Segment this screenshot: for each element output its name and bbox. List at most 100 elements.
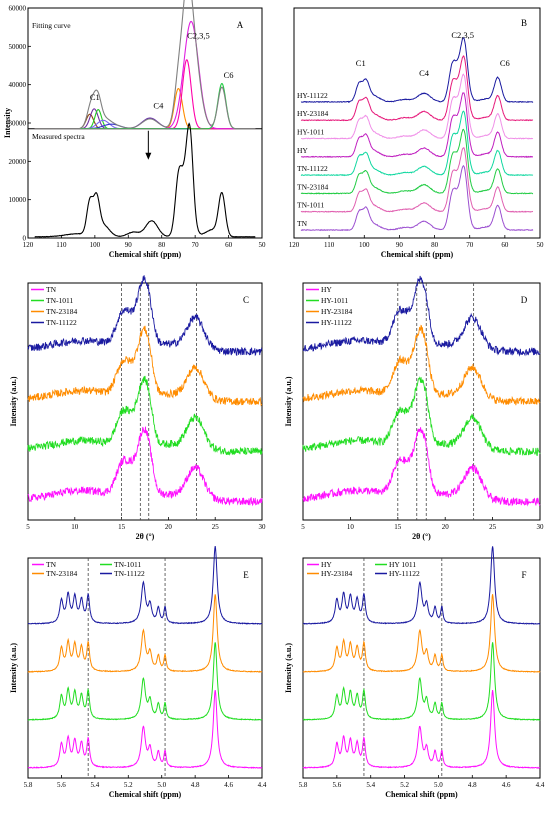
series-line — [300, 128, 534, 195]
panel-c: 5 10 15 20 25 30 2θ (°) Intensity (a.u.) TN TN-10… — [9, 275, 266, 541]
panel-label: F — [521, 570, 526, 580]
x-tick-label: 100 — [359, 241, 370, 249]
fit-sum-line — [34, 0, 256, 130]
series-line — [300, 55, 534, 122]
series-label: HY-23184 — [297, 109, 328, 118]
plot-frame — [27, 7, 263, 239]
x-tick-label: 15 — [394, 523, 402, 531]
legend-entry: HY-11122 — [389, 569, 420, 578]
x-tick-label: 10 — [347, 523, 355, 531]
x-tick-label: 120 — [23, 241, 34, 249]
series-line — [300, 110, 534, 177]
x-tick-label: 5.6 — [57, 781, 66, 789]
series-line — [302, 546, 541, 625]
legend-entry: TN — [46, 560, 57, 569]
peak-label: C6 — [500, 58, 510, 68]
legend-entry: HY — [321, 285, 332, 294]
arrow-head-icon — [145, 152, 152, 160]
x-tick-label: 60 — [501, 241, 509, 249]
series-line — [27, 325, 263, 407]
x-tick-label: 20 — [442, 523, 450, 531]
legend-entry: TN — [46, 285, 57, 294]
y-tick-label: 10000 — [9, 196, 27, 204]
fit-component-line — [34, 87, 256, 130]
series-line — [27, 426, 263, 507]
panel-a: 0 10000 20000 30000 40000 50000 60000 120 110 100… — [3, 0, 266, 259]
peak-label: C4 — [419, 68, 430, 78]
series-line — [300, 37, 534, 104]
y-tick-label: 0 — [23, 235, 27, 243]
panel-label: E — [243, 570, 249, 580]
x-tick-label: 5.0 — [434, 781, 443, 789]
peak-label: C1 — [90, 92, 100, 102]
peak-label: C1 — [356, 58, 366, 68]
fit-component-line — [34, 108, 256, 130]
series-label: TN-23184 — [297, 182, 328, 191]
x-tick-label: 4.8 — [468, 781, 477, 789]
x-tick-label: 25 — [212, 523, 220, 531]
legend-entry: TN-1011 — [114, 560, 141, 569]
y-tick-label: 50000 — [9, 43, 27, 51]
y-tick-label: 30000 — [9, 120, 27, 128]
x-tick-label: 100 — [90, 241, 101, 249]
x-tick-label: 80 — [158, 241, 166, 249]
x-tick-label: 30 — [537, 523, 545, 531]
y-axis-label: Intensity (a.u.) — [9, 643, 18, 693]
x-tick-label: 80 — [431, 241, 439, 249]
legend-entry: HY-11122 — [321, 318, 352, 327]
fitting-curve-label: Fitting curve — [32, 21, 71, 30]
measured-spectra-label: Measured spectra — [32, 132, 85, 141]
fit-component-line — [34, 117, 256, 130]
x-tick-label: 70 — [466, 241, 474, 249]
panel-b: 120 110 100 90 80 70 60 50 Chemical shift (ppm) H… — [289, 7, 544, 259]
x-axis-label: 2θ (°) — [412, 532, 431, 541]
legend-entry: HY-23184 — [321, 307, 352, 316]
series-line — [302, 275, 541, 357]
x-tick-label: 5.8 — [24, 781, 33, 789]
series-line — [300, 92, 534, 158]
x-tick-label: 5.2 — [400, 781, 409, 789]
legend-entry: TN-11122 — [114, 569, 145, 578]
x-tick-label: 5.0 — [157, 781, 166, 789]
series-line — [302, 427, 541, 507]
series-label: TN — [297, 219, 308, 228]
panel-d: 5 10 15 20 25 30 2θ (°) Intensity (a.u.) HY HY-10… — [284, 275, 545, 541]
x-tick-label: 4.6 — [224, 781, 233, 789]
x-tick-label: 10 — [71, 523, 79, 531]
x-tick-label: 90 — [396, 241, 404, 249]
x-tick-label: 15 — [118, 523, 126, 531]
series-line — [300, 73, 534, 140]
legend-entry: HY-23184 — [321, 569, 352, 578]
plot-frame — [27, 557, 263, 779]
x-axis-label: Chemical shift (ppm) — [109, 250, 182, 259]
series-line — [302, 642, 541, 721]
fit-component-line — [34, 108, 256, 130]
fit-component-line — [34, 123, 256, 130]
x-tick-label: 4.6 — [502, 781, 511, 789]
series-label: HY — [297, 146, 308, 155]
series-label: TN-1011 — [297, 201, 324, 210]
series-line — [28, 546, 263, 625]
x-tick-label: 20 — [165, 523, 173, 531]
y-axis-label: Intensity (a.u.) — [284, 643, 293, 693]
series-line — [27, 375, 263, 456]
x-tick-label: 70 — [192, 241, 200, 249]
y-tick-label: 40000 — [9, 81, 27, 89]
x-tick-label: 4.4 — [536, 781, 545, 789]
peak-label: C6 — [224, 70, 234, 80]
x-tick-label: 120 — [289, 241, 300, 249]
x-tick-label: 5 — [301, 523, 305, 531]
measured-spectrum-line — [34, 122, 256, 238]
y-axis-label: Intensity — [3, 108, 12, 138]
x-tick-label: 4.4 — [258, 781, 267, 789]
fit-component-line — [34, 20, 256, 130]
series-line — [302, 594, 541, 674]
x-tick-label: 5.4 — [366, 781, 375, 789]
x-tick-label: 60 — [225, 241, 233, 249]
plot-frame — [27, 282, 263, 521]
fit-component-line — [34, 59, 256, 130]
fit-component-line — [34, 113, 256, 130]
legend-entry: HY — [321, 560, 332, 569]
series-label: TN-11122 — [297, 164, 328, 173]
